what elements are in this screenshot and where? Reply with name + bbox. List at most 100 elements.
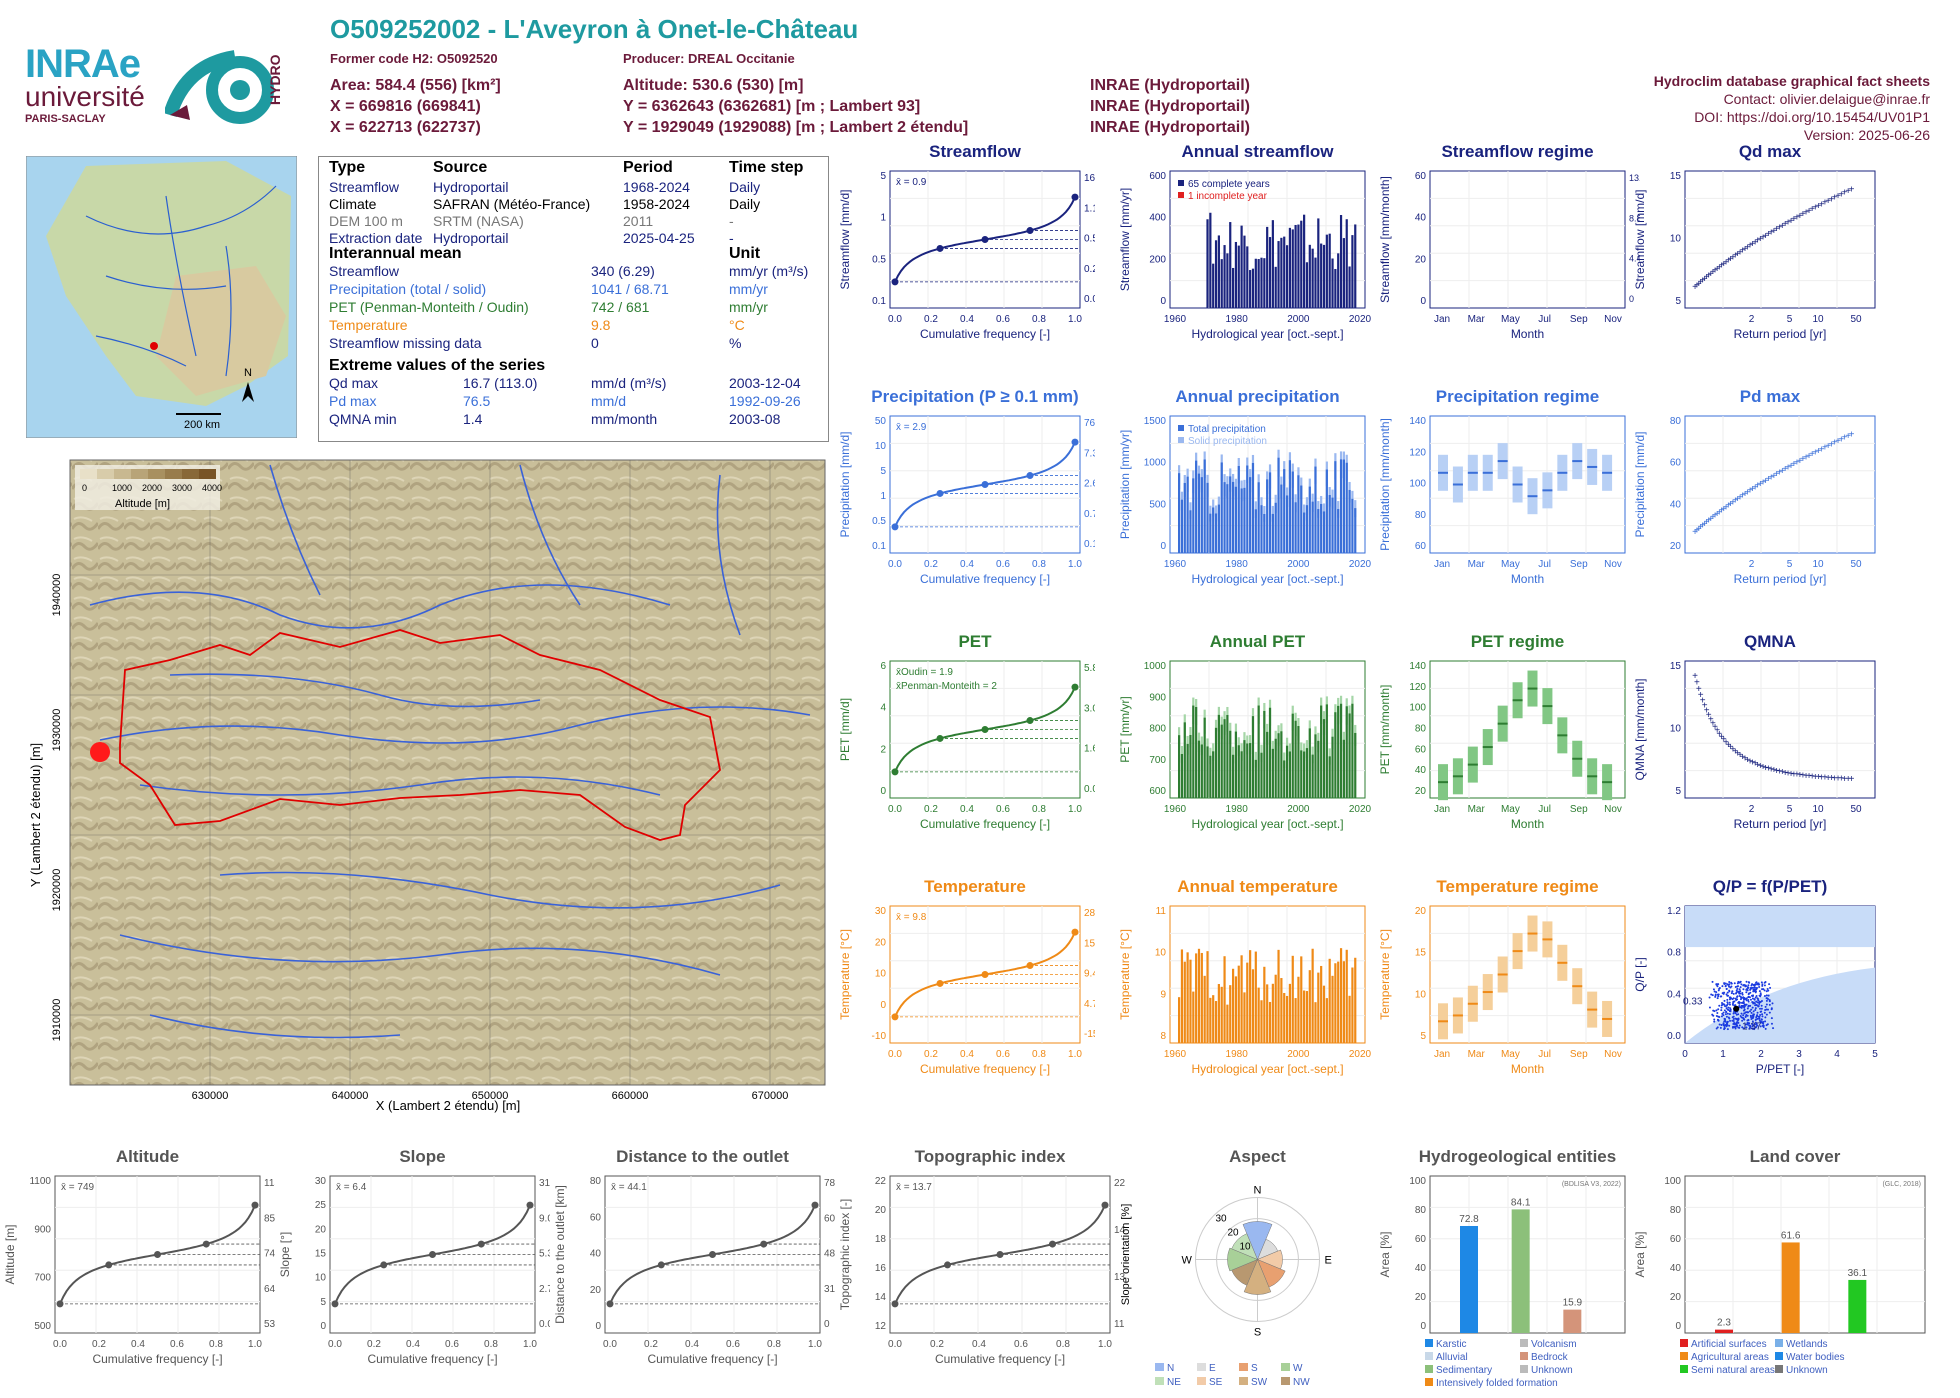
aspect-ring-label: 30 — [1216, 1214, 1228, 1225]
scatter-point — [1749, 1014, 1752, 1017]
mean-label: x̄ = 44.1 — [611, 1182, 647, 1193]
col-period-header: Period — [623, 159, 673, 176]
y-tick: 20 — [875, 1205, 887, 1216]
annual-bar — [1226, 714, 1229, 798]
scatter-point: + — [1714, 726, 1720, 737]
legend-label: S — [1251, 1363, 1258, 1374]
svg-text:HYDRO: HYDRO — [267, 54, 283, 105]
scatter-point: + — [1797, 456, 1803, 467]
scatter-point: + — [1800, 771, 1806, 782]
scatter-point: + — [1702, 519, 1708, 530]
annual-bar-bg — [1283, 752, 1286, 768]
info-step: - — [729, 213, 734, 229]
scatter-point: + — [1755, 481, 1761, 492]
annual-bar — [1200, 744, 1203, 798]
quantile-label: 9.4 — [1084, 969, 1095, 980]
annual-bar — [1348, 266, 1351, 308]
annual-bar — [1217, 714, 1220, 798]
quantile-label: 14 — [1114, 1225, 1125, 1236]
extreme-value: 1.4 — [463, 411, 483, 427]
legend-swatch — [1239, 1363, 1248, 1371]
contact[interactable]: Contact: olivier.delaigue@inrae.fr — [1723, 91, 1930, 107]
altitude-legend-title: Altitude [m] — [115, 498, 170, 510]
annual-bar — [1246, 743, 1249, 798]
scatter-point: + — [1710, 267, 1716, 278]
plot-frame — [1684, 1175, 1926, 1334]
scatter-point — [1752, 988, 1755, 991]
plot-frame — [1684, 660, 1876, 799]
x-tick: Nov — [1604, 314, 1622, 325]
chart-ylabel: Temperature [°C] — [838, 929, 852, 1020]
x-tick: 5 — [1787, 314, 1793, 325]
scatter-point — [1729, 1008, 1732, 1011]
chart-xlabel: Month — [1511, 327, 1544, 341]
scatter-point — [1738, 981, 1741, 984]
scatter-point: + — [1835, 773, 1841, 784]
scatter-point — [1756, 1001, 1759, 1004]
x-tick: 0.0 — [888, 314, 902, 325]
x-tick: 2 — [1749, 314, 1755, 325]
scatter-point — [1754, 1004, 1757, 1007]
scatter-point — [1731, 998, 1734, 1001]
scatter-point — [1720, 995, 1723, 998]
scatter-point: + — [1797, 770, 1803, 781]
extreme-name: Qd max — [329, 375, 379, 391]
scatter-point — [1746, 1011, 1749, 1014]
y-tick: 800 — [1149, 724, 1166, 735]
x-tick: 1960 — [1164, 1049, 1187, 1060]
x-tick: 0.2 — [930, 1339, 944, 1350]
scatter-point — [1720, 1006, 1723, 1009]
quantile-label: 7.3 — [1084, 448, 1095, 459]
x-tick: 0.6 — [726, 1339, 740, 1350]
annual-bar — [1311, 948, 1314, 1043]
scatter-point — [1715, 991, 1718, 994]
y-tick: 0.4 — [1667, 989, 1681, 1000]
annual-bar — [1342, 739, 1345, 798]
scatter-point: + — [1716, 729, 1722, 740]
scatter-point — [1745, 1026, 1748, 1029]
mean-label: x̄ = 6.4 — [336, 1182, 367, 1193]
scatter-point — [1744, 1023, 1747, 1026]
scatter-point: + — [1719, 506, 1725, 517]
y-coord: Y = 6362643 (6362681) [m ; Lambert 93] — [623, 98, 921, 115]
annual-bar — [1226, 1004, 1229, 1043]
scatter-point — [1708, 1006, 1711, 1009]
annual-bar — [1200, 477, 1203, 553]
info-type: Climate — [329, 196, 377, 212]
scatter-point — [1772, 1027, 1775, 1030]
scatter-point — [1751, 1020, 1754, 1023]
x-tick: Jan — [1434, 1049, 1450, 1060]
scatter-point — [1739, 986, 1742, 989]
annual-bar — [1285, 995, 1289, 1043]
aspect-wedge — [1227, 1247, 1259, 1272]
legend-swatch — [1425, 1339, 1433, 1347]
annual-bar — [1305, 505, 1309, 553]
annual-bar — [1311, 248, 1314, 308]
y-tick: 14 — [875, 1292, 887, 1303]
scatter-point — [1753, 984, 1756, 987]
scatter-point — [1728, 1003, 1731, 1006]
scatter-point: + — [1735, 249, 1741, 260]
source-2: INRAE (Hydroportail) — [1090, 98, 1250, 115]
scatter-point: + — [1712, 722, 1718, 733]
legend-swatch — [1155, 1377, 1164, 1385]
doi-link[interactable]: DOI: https://doi.org/10.15454/UV01P1 — [1694, 109, 1930, 125]
altitude-legend-swatch — [97, 469, 114, 479]
annual-bar — [1246, 246, 1249, 308]
scatter-point: + — [1704, 706, 1710, 717]
scatter-point — [1752, 1013, 1755, 1016]
chart-title: Annual precipitation — [1175, 388, 1339, 406]
y-tick: 0 — [1160, 541, 1166, 552]
scatter-point: + — [1728, 499, 1734, 510]
chart-4: Precipitation (P ≥ 0.1 mm) Precipitation … — [838, 388, 1095, 586]
x-tick: 0.4 — [972, 1339, 986, 1350]
info-source: SRTM (NASA) — [433, 213, 524, 229]
annual-bar — [1209, 513, 1212, 553]
annual-bar — [1214, 240, 1218, 308]
x-tick: Nov — [1604, 1049, 1622, 1060]
x-tick: 1980 — [1226, 314, 1249, 325]
quantile-label: 0 — [824, 1319, 830, 1330]
scatter-point — [1734, 997, 1737, 1000]
chart-11: QMNA QMNA [mm/month] Return period [yr] 15 1… — [1633, 633, 1876, 831]
x-tick: 0.2 — [924, 314, 938, 325]
